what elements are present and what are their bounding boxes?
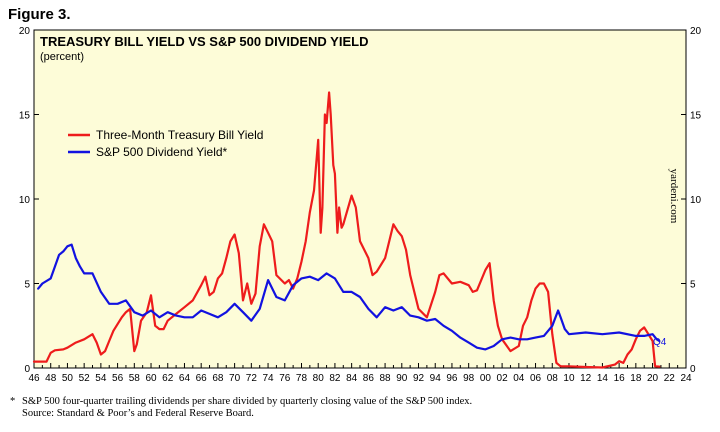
legend-label-treasury: Three-Month Treasury Bill Yield bbox=[96, 128, 263, 142]
x-tick-label: 46 bbox=[28, 373, 40, 384]
x-tick-label: 24 bbox=[680, 373, 692, 384]
y-tick-label-left: 5 bbox=[24, 280, 30, 291]
x-tick-label: 00 bbox=[480, 373, 492, 384]
x-tick-label: 58 bbox=[129, 373, 141, 384]
x-tick-label: 06 bbox=[530, 373, 542, 384]
legend-label-dividend: S&P 500 Dividend Yield* bbox=[96, 145, 228, 159]
x-tick-label: 74 bbox=[262, 373, 274, 384]
x-tick-label: 16 bbox=[614, 373, 626, 384]
x-tick-label: 80 bbox=[313, 373, 325, 384]
x-tick-label: 66 bbox=[196, 373, 208, 384]
watermark: yardeni.com bbox=[668, 169, 680, 224]
x-tick-label: 98 bbox=[463, 373, 475, 384]
series-layer bbox=[32, 91, 661, 369]
y-tick-label-right: 20 bbox=[690, 26, 702, 37]
x-tick-label: 50 bbox=[62, 373, 74, 384]
footnote-source: Source: Standard & Poor’s and Federal Re… bbox=[22, 408, 254, 419]
x-tick-label: 88 bbox=[380, 373, 392, 384]
x-tick-label: 20 bbox=[647, 373, 659, 384]
y-tick-label-right: 0 bbox=[690, 364, 696, 375]
x-tick-label: 68 bbox=[212, 373, 224, 384]
footnote-text: S&P 500 four-quarter trailing dividends … bbox=[22, 396, 473, 407]
x-tick-label: 72 bbox=[246, 373, 258, 384]
y-tick-label-left: 15 bbox=[19, 111, 31, 122]
figure-label: Figure 3. bbox=[8, 6, 71, 23]
x-tick-label: 52 bbox=[79, 373, 91, 384]
footnote: * S&P 500 four-quarter trailing dividends… bbox=[10, 396, 472, 420]
x-tick-label: 54 bbox=[95, 373, 107, 384]
y-tick-label-right: 15 bbox=[690, 111, 702, 122]
y-tick-label-right: 10 bbox=[690, 195, 702, 206]
x-tick-label: 76 bbox=[279, 373, 291, 384]
x-tick-label: 04 bbox=[513, 373, 525, 384]
y-axis-left: 0 5 10 15 20 bbox=[19, 26, 39, 375]
x-tick-label: 64 bbox=[179, 373, 191, 384]
x-tick-label: 60 bbox=[145, 373, 157, 384]
x-tick-label: 14 bbox=[597, 373, 609, 384]
x-tick-label: 78 bbox=[296, 373, 308, 384]
y-tick-label-right: 5 bbox=[690, 280, 696, 291]
x-tick-label: 82 bbox=[329, 373, 341, 384]
x-axis: 46 48 50 52 54 56 58 60 62 64 66 68 70 72 74 76 78 80 82 84… bbox=[28, 363, 692, 384]
x-tick-label: 62 bbox=[162, 373, 174, 384]
y-tick-label-left: 0 bbox=[24, 364, 30, 375]
x-tick-label: 08 bbox=[547, 373, 559, 384]
x-tick-label: 70 bbox=[229, 373, 241, 384]
chart-title: TREASURY BILL YIELD VS S&P 500 DIVIDEND … bbox=[40, 34, 368, 49]
end-label-q4: Q4 bbox=[653, 337, 667, 348]
x-tick-label: 56 bbox=[112, 373, 124, 384]
x-tick-label: 18 bbox=[630, 373, 642, 384]
series-line-dividend bbox=[37, 243, 661, 351]
chart-subtitle: (percent) bbox=[40, 51, 84, 63]
x-tick-label: 96 bbox=[446, 373, 458, 384]
x-tick-label: 48 bbox=[45, 373, 57, 384]
x-tick-label: 94 bbox=[430, 373, 442, 384]
x-tick-label: 02 bbox=[497, 373, 509, 384]
chart: 0 5 10 15 20 0 5 10 15 20 46 48 50 52 54 56 58 60 62 64 66… bbox=[19, 26, 702, 384]
x-tick-label: 10 bbox=[563, 373, 575, 384]
x-tick-label: 86 bbox=[363, 373, 375, 384]
x-tick-label: 92 bbox=[413, 373, 425, 384]
footnote-marker: * bbox=[10, 396, 16, 407]
x-tick-label: 90 bbox=[396, 373, 408, 384]
x-tick-label: 22 bbox=[664, 373, 676, 384]
x-tick-label: 12 bbox=[580, 373, 592, 384]
y-axis-right: 0 5 10 15 20 bbox=[681, 26, 702, 375]
y-tick-label-left: 10 bbox=[19, 195, 31, 206]
y-tick-label-left: 20 bbox=[19, 26, 31, 37]
x-tick-label: 84 bbox=[346, 373, 358, 384]
legend: Three-Month Treasury Bill Yield S&P 500 … bbox=[68, 128, 263, 159]
